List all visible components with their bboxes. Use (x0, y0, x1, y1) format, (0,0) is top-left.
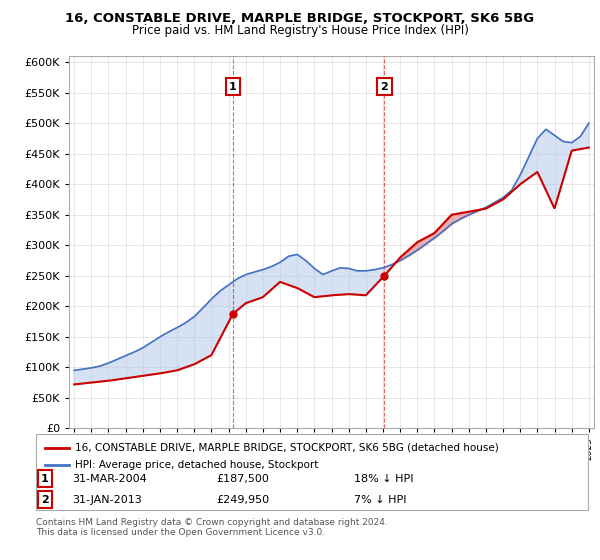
Text: 16, CONSTABLE DRIVE, MARPLE BRIDGE, STOCKPORT, SK6 5BG: 16, CONSTABLE DRIVE, MARPLE BRIDGE, STOC… (65, 12, 535, 25)
Text: Price paid vs. HM Land Registry's House Price Index (HPI): Price paid vs. HM Land Registry's House … (131, 24, 469, 36)
Text: 1: 1 (41, 474, 49, 484)
Text: 16, CONSTABLE DRIVE, MARPLE BRIDGE, STOCKPORT, SK6 5BG (detached house): 16, CONSTABLE DRIVE, MARPLE BRIDGE, STOC… (75, 443, 499, 453)
Text: 2: 2 (41, 494, 49, 505)
Text: 2: 2 (380, 82, 388, 91)
Text: 18% ↓ HPI: 18% ↓ HPI (354, 474, 413, 484)
Text: HPI: Average price, detached house, Stockport: HPI: Average price, detached house, Stoc… (75, 460, 319, 470)
Text: 31-JAN-2013: 31-JAN-2013 (72, 494, 142, 505)
Text: 31-MAR-2004: 31-MAR-2004 (72, 474, 147, 484)
Text: 1: 1 (229, 82, 237, 91)
Text: £249,950: £249,950 (216, 494, 269, 505)
Text: Contains HM Land Registry data © Crown copyright and database right 2024.
This d: Contains HM Land Registry data © Crown c… (36, 518, 388, 538)
Text: £187,500: £187,500 (216, 474, 269, 484)
Text: 7% ↓ HPI: 7% ↓ HPI (354, 494, 407, 505)
